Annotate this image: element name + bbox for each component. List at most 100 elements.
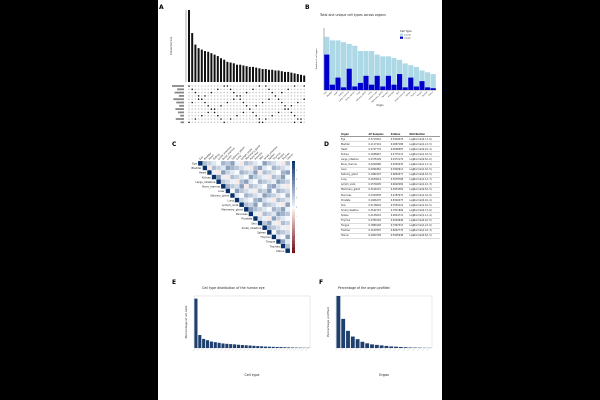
heatmap-cell <box>266 211 272 217</box>
matrix-dot <box>277 108 280 110</box>
matrix-dot <box>188 111 190 114</box>
heatmap-cell <box>276 170 281 175</box>
matrix-dot <box>245 95 248 97</box>
matrix-dot <box>303 121 305 124</box>
colorbar-step <box>292 172 295 175</box>
table-cell: Lung <box>340 177 368 183</box>
legend-b-label: unique <box>404 38 412 40</box>
matrix-dot <box>194 101 197 104</box>
matrix-dot <box>242 98 245 100</box>
table-cell: 0.2747776 <box>367 146 390 153</box>
matrix-dot <box>271 108 273 110</box>
tick-mark <box>196 347 200 352</box>
heatmap-cell <box>276 220 281 226</box>
heatmap-col-label: Heart <box>208 154 215 161</box>
matrix-dot <box>197 95 200 97</box>
bar <box>370 344 374 348</box>
set-size-bar <box>178 111 184 114</box>
bar-b-overall <box>341 42 347 90</box>
matrix-dot <box>197 114 200 117</box>
panel-label-c: C <box>172 141 177 148</box>
matrix-dot <box>197 98 200 100</box>
bar <box>389 346 394 348</box>
table-cell: 0.9068587 <box>389 146 409 153</box>
matrix-dot <box>201 101 203 104</box>
heatmap-cell <box>248 211 254 217</box>
matrix-dot <box>242 101 245 104</box>
matrix-dot <box>277 111 280 114</box>
matrix-dot <box>277 101 280 104</box>
heatmap-col-label: Uterus <box>286 152 294 160</box>
heatmap-cell <box>271 179 277 185</box>
tick-mark <box>397 347 401 352</box>
matrix-dot <box>284 111 286 114</box>
heatmap-cell <box>234 197 240 203</box>
matrix-dot <box>271 118 273 120</box>
tick-b-label: Spleen <box>406 91 412 97</box>
matrix-dot <box>281 121 283 124</box>
matrix-dot <box>236 111 238 114</box>
tick-mark <box>227 347 231 352</box>
matrix-dot <box>281 114 283 117</box>
heatmap-cell <box>271 216 277 221</box>
table-cell: 0.3563122 <box>389 202 409 209</box>
matrix-dot <box>261 95 264 97</box>
matrix-dot <box>290 85 293 87</box>
matrix-dot <box>213 101 216 104</box>
heatmap-cell <box>276 183 281 189</box>
matrix-dot <box>210 85 213 87</box>
heatmap-cell <box>285 193 291 198</box>
matrix-dot <box>194 111 197 114</box>
matrix-dot <box>261 85 264 87</box>
colorbar-step <box>292 177 295 180</box>
heatmap-cell <box>225 165 231 171</box>
heatmap-cell <box>280 188 286 194</box>
tick-mark <box>335 347 339 352</box>
matrix-dot <box>281 108 283 110</box>
panel-label-e: E <box>172 279 177 286</box>
table-cell: Mammary_gland <box>340 187 368 194</box>
bar-b-unique <box>346 68 352 90</box>
matrix-dot <box>207 118 209 120</box>
tick-b-label: Thymus <box>411 91 417 97</box>
table-cell: 0.3191015 <box>367 187 390 194</box>
heatmap-cell <box>239 188 245 194</box>
heatmap-cell <box>234 179 240 185</box>
bar <box>194 298 198 348</box>
bar-a <box>226 61 229 82</box>
matrix-dot <box>284 114 286 117</box>
matrix-dot <box>271 121 273 124</box>
tick-mark <box>258 347 262 352</box>
colorbar-step <box>292 186 295 189</box>
matrix-dot <box>236 108 238 110</box>
heatmap-col-label: Kidney <box>213 152 221 160</box>
matrix-dot <box>229 88 232 91</box>
matrix-dot <box>258 114 261 117</box>
colorbar-step <box>292 207 295 210</box>
matrix-dot <box>274 85 277 87</box>
matrix-dot <box>261 105 264 107</box>
matrix-dot <box>284 108 286 110</box>
matrix-dot <box>287 88 289 91</box>
matrix-dot <box>287 85 289 87</box>
tick-b-label: Salivary_gland <box>355 91 366 102</box>
colorbar-step <box>292 188 295 191</box>
bar-a <box>223 59 226 82</box>
table-cell: LogNormal(0.9,1.5) <box>408 218 440 224</box>
matrix-dot <box>284 85 286 87</box>
matrix-dot <box>271 105 273 107</box>
matrix-dot <box>284 118 286 120</box>
table-cell: LogNormal(1.0,1.5) <box>408 151 440 158</box>
matrix-dot <box>274 118 277 120</box>
matrix-dot <box>191 118 193 120</box>
matrix-dot <box>194 114 197 117</box>
matrix-dot <box>261 98 264 100</box>
matrix-dot <box>207 91 209 94</box>
matrix-dot <box>239 114 241 117</box>
matrix-dot <box>249 88 251 91</box>
matrix-dot <box>239 98 241 100</box>
bar-a <box>293 73 296 82</box>
heatmap-cell <box>271 234 277 240</box>
matrix-dot <box>239 105 241 107</box>
matrix-dot <box>233 118 235 120</box>
